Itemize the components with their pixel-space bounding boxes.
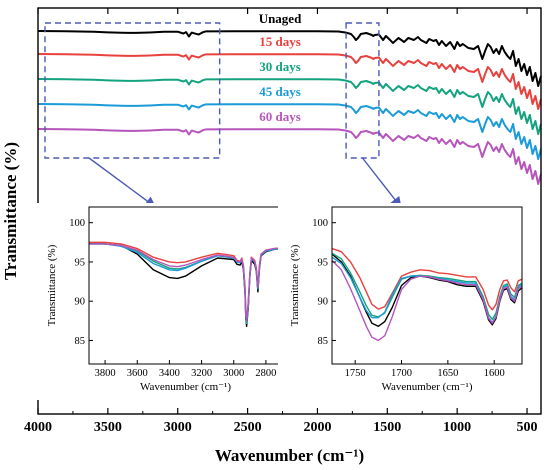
inset1-x-tick-label: 3400 xyxy=(159,368,180,379)
inset2-series-line xyxy=(331,252,523,320)
main-x-tick-label: 2000 xyxy=(303,420,331,435)
series-label-60-days: 60 days xyxy=(259,109,301,124)
zoom-region-group xyxy=(44,22,380,159)
series-line-unaged xyxy=(37,30,542,87)
inset2-x-tick-label: 1700 xyxy=(391,368,412,379)
zoom-region-box xyxy=(345,22,380,159)
inset-carbonyl-x-axis-label: Wavenumber (cm⁻¹) xyxy=(382,381,473,393)
series-line-60-days xyxy=(37,128,542,185)
inset1-y-tick-label: 90 xyxy=(75,297,86,308)
main-x-tick-label: 2500 xyxy=(234,420,262,435)
inset1-y-tick-label: 85 xyxy=(75,336,86,347)
series-labels: Unaged 15 days 30 days 45 days 60 days xyxy=(259,11,302,124)
zoom-region-box xyxy=(44,22,221,159)
zoom-arrow xyxy=(88,157,157,208)
inset-ch-ticks: 3800 3600 3400 3200 3000 2800 85 90 95 100 xyxy=(69,218,276,379)
inset2-y-tick-label: 95 xyxy=(318,257,329,268)
inset2-x-tick-label: 1750 xyxy=(345,368,366,379)
inset-carbonyl-series-group xyxy=(331,247,523,342)
inset1-x-tick-label: 2800 xyxy=(255,368,276,379)
inset2-x-tick-label: 1600 xyxy=(484,368,505,379)
series-label-unaged: Unaged xyxy=(259,11,302,26)
series-label-15-days: 15 days xyxy=(259,34,301,49)
inset2-y-tick-label: 90 xyxy=(318,297,329,308)
main-y-axis-label: Transmittance (%) xyxy=(1,142,20,280)
inset1-x-tick-label: 3000 xyxy=(223,368,244,379)
series-line-15-days xyxy=(37,53,542,110)
inset1-y-tick-label: 95 xyxy=(75,257,86,268)
inset2-x-tick-label: 1650 xyxy=(437,368,458,379)
main-x-axis-label: Wavenumber (cm⁻¹) xyxy=(215,446,364,465)
main-x-tick-label: 3000 xyxy=(164,420,192,435)
inset-ch-stretch: 3800 3600 3400 3200 3000 2800 85 90 95 100 Wavenu… xyxy=(35,203,288,400)
inset1-x-tick-label: 3800 xyxy=(95,368,116,379)
series-line-45-days xyxy=(37,103,542,160)
inset-ch-x-axis-label: Wavenumber (cm⁻¹) xyxy=(140,381,231,393)
inset-carbonyl-background xyxy=(278,203,528,400)
inset1-x-tick-label: 3200 xyxy=(191,368,212,379)
main-series-group xyxy=(37,30,542,185)
inset-carbonyl-frame xyxy=(331,206,523,365)
main-x-tick-label: 3500 xyxy=(94,420,122,435)
inset-ch-y-axis-label: Transmittance (%) xyxy=(46,244,58,326)
inset2-series-line xyxy=(331,253,523,327)
series-line-30-days xyxy=(37,78,542,135)
main-x-tick-label: 1500 xyxy=(373,420,401,435)
inset2-y-tick-label: 85 xyxy=(318,336,329,347)
inset2-series-line xyxy=(331,256,523,324)
inset1-y-tick-label: 100 xyxy=(69,218,85,229)
main-x-tick-label: 500 xyxy=(517,420,538,435)
series-label-30-days: 30 days xyxy=(259,59,301,74)
main-x-tick-label: 1000 xyxy=(443,420,471,435)
inset1-x-tick-label: 3600 xyxy=(127,368,148,379)
main-x-ticks: 4000 3500 3000 2500 2000 1500 1000 500 xyxy=(24,8,538,435)
inset-carbonyl: 1750 1700 1650 1600 85 90 95 100 Wavenumber (cm… xyxy=(278,203,528,400)
series-label-45-days: 45 days xyxy=(259,84,301,99)
zoom-arrow xyxy=(361,157,402,209)
inset2-series-line xyxy=(331,247,523,311)
inset1-series-line xyxy=(89,243,283,322)
main-x-tick-label: 4000 xyxy=(24,420,52,435)
inset-ch-series-group xyxy=(88,241,283,327)
zoom-connectors xyxy=(88,157,402,209)
inset2-y-tick-label: 100 xyxy=(312,218,328,229)
inset2-series-line xyxy=(331,259,523,342)
inset-carbonyl-y-axis-label: Transmittance (%) xyxy=(289,244,301,326)
main-chart: Unaged 15 days 30 days 45 days 60 days 4000 3… xyxy=(1,7,542,465)
inset-carbonyl-ticks: 1750 1700 1650 1600 85 90 95 100 xyxy=(312,218,504,379)
